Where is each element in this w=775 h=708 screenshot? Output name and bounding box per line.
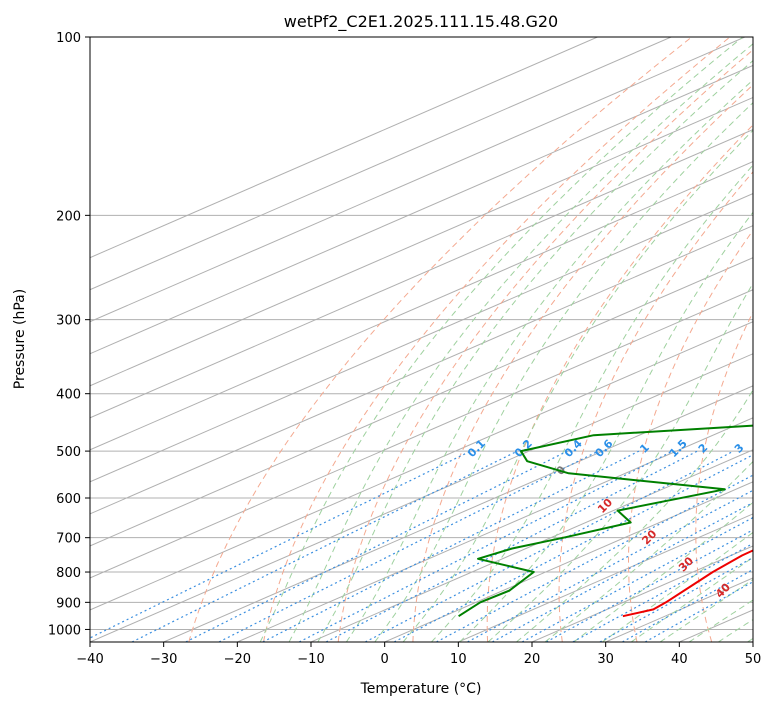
moist-adiabat-line [459,211,753,642]
dry-adiabat-line [695,310,753,642]
y-tick-label: 200 [56,209,81,224]
mixing-ratio-line [365,450,734,642]
mixing-ratio-line [599,556,753,642]
x-tick-label: 10 [450,652,467,667]
profile-lines [458,424,753,618]
y-tick-label: 300 [56,314,81,329]
dry-adiabat-line [761,37,775,642]
y-tick-label: 100 [56,31,81,46]
chart-title: wetPf2_C2E1.2025.111.15.48.G20 [284,12,558,32]
mixing-ratio-line [90,450,471,639]
dry-adiabat-line [486,124,753,642]
y-tick-label: 400 [56,388,81,403]
dry-adiabats [188,37,775,642]
isotherm-line [90,128,753,419]
isotherm-line [90,193,753,483]
isotherm-line [384,481,753,642]
moist-adiabat-line [317,59,753,642]
y-tick-label: 1000 [48,623,81,638]
isotherm-line [90,257,753,547]
x-tick-label: −20 [224,652,251,667]
x-tick-label: 50 [745,652,762,667]
isotherm-line [237,417,753,642]
mixing-ratio-label: 2 [696,441,711,456]
dry-adiabat-line [337,49,753,642]
moist-adiabat-line [431,164,753,642]
moist-adiabat-line [345,79,753,642]
y-tick-label: 800 [56,566,81,581]
moist-adiabat-line [487,282,753,642]
dry-adiabat-line [412,84,753,642]
isotherm-line [90,96,753,387]
mixing-ratio-line [131,450,518,642]
mixing-ratio-label: 1 [637,441,652,456]
plot-area: -100-90-80-70-60-50-40-30-20-100.10.20.4… [90,37,775,642]
isopleth-labels: -100-90-80-70-60-50-40-30-20-100.10.20.4… [465,437,773,601]
plot-frame [89,36,754,643]
moist-adiabat-line [516,388,753,642]
isotherm-line [90,37,672,291]
moist-adiabat-line [259,37,744,642]
isotherm-line [310,449,753,642]
mixing-ratio-line [393,454,753,642]
x-tick-label: 0 [381,652,389,667]
isotherm-line [90,64,753,355]
x-tick-label: 20 [524,652,541,667]
isotherm-line [90,161,753,451]
mixing-ratio-line [436,474,753,642]
dry-adiabat-line [188,37,693,642]
isotherm-line [163,385,753,642]
profile-line [458,424,753,618]
y-axis-ticks: 100 200 300 400 500 600 700 800 900 1000 [48,31,90,638]
isotherm-line [90,353,753,642]
mixing-ratio-line [298,450,673,642]
mixing-ratio-lines [90,450,753,642]
x-axis-title: Temperature (°C) [360,681,482,697]
mixing-ratio-label: 0.1 [465,437,488,460]
mixing-ratio-label: 0.6 [593,437,616,460]
mixing-ratio-line [644,581,753,642]
profile-line [622,549,753,618]
isotherm-grid [90,37,753,642]
mixing-ratio-label: 4 [758,441,773,456]
isotherm-line [90,37,598,259]
moist-adiabat-line [659,578,753,642]
isotherm-line [90,321,753,611]
x-axis-ticks: −40 −30 −20 −10 0 10 20 30 40 50 [76,642,761,667]
isotherm-line [90,225,753,515]
x-tick-label: 40 [671,652,688,667]
moist-adiabat-line [288,43,753,642]
moist-adiabat-line [573,501,753,642]
dry-adiabat-line [558,171,753,642]
dry-adiabat-line [263,37,731,642]
mixing-ratio-line [492,501,753,642]
moist-adiabat-label: 10 [595,496,615,516]
isotherm-line [458,513,753,642]
y-tick-label: 500 [56,445,81,460]
isotherm-line [90,37,746,323]
isotherm-line [752,641,753,642]
x-tick-label: −10 [297,652,324,667]
moist-adiabat-line [602,531,753,642]
y-tick-label: 900 [56,596,81,611]
mixing-ratio-line [467,489,753,642]
moist-adiabats [259,37,753,642]
x-tick-label: −30 [150,652,177,667]
moist-adiabat-line [402,129,753,642]
isotherm-line [90,289,753,579]
y-tick-label: 700 [56,532,81,547]
mixing-ratio-line [262,450,640,642]
moist-adiabat-line [688,599,753,642]
moist-adiabat-line [374,102,753,642]
x-tick-label: −40 [76,652,103,667]
y-tick-label: 600 [56,492,81,507]
mixing-ratio-line [325,450,698,642]
x-tick-label: 30 [597,652,614,667]
y-axis-title: Pressure (hPa) [12,289,28,389]
moist-adiabat-line [630,556,753,642]
